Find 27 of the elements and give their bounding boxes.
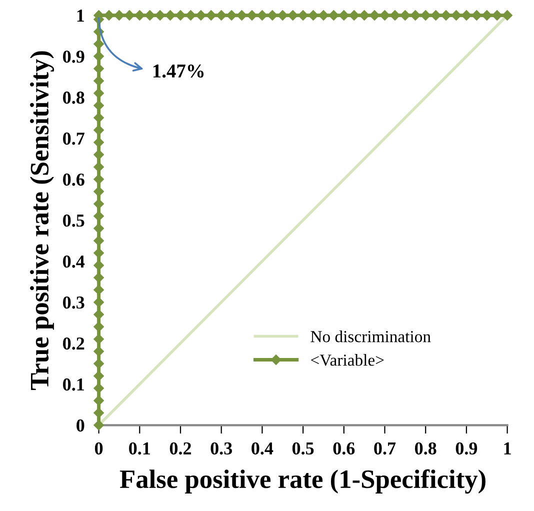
x-tick-label: 0.9 [456, 442, 478, 455]
y-tick-label: 0.2 [63, 337, 84, 350]
x-tick-label: 0.5 [292, 442, 314, 455]
y-tick-label: 0.6 [63, 174, 84, 186]
y-tick-label: 0.7 [63, 132, 84, 145]
x-tick-label: 0 [94, 442, 103, 455]
y-tick-label: 0 [76, 419, 84, 432]
y-tick-label: 0.4 [63, 255, 85, 268]
y-tick-label: 1 [77, 10, 84, 22]
y-tick-label: 0.8 [63, 92, 84, 104]
y-tick-label: 0.5 [63, 214, 84, 227]
y-tick-label: 0.9 [63, 50, 84, 63]
x-tick-label: 0.3 [210, 442, 232, 455]
legend-label: No discrimination [310, 330, 431, 342]
x-tick-label: 0.2 [170, 442, 191, 455]
y-tick-label: 0.1 [63, 378, 84, 391]
x-tick-label: 0.8 [415, 442, 436, 455]
y-axis-title: True positive rate (Sensitivity) [30, 51, 54, 390]
x-axis-title: False positive rate (1-Specificity) [120, 469, 486, 494]
x-tick-label: 0.4 [252, 442, 274, 455]
y-tick-label: 0.3 [63, 296, 84, 309]
x-tick-label: 0.1 [129, 442, 150, 455]
annotation: 1.47% [153, 64, 204, 78]
legend-label: <Variable> [311, 354, 384, 366]
x-tick-label: 1 [504, 442, 511, 454]
x-tick-label: 0.6 [333, 442, 355, 455]
x-tick-label: 0.7 [374, 442, 396, 455]
